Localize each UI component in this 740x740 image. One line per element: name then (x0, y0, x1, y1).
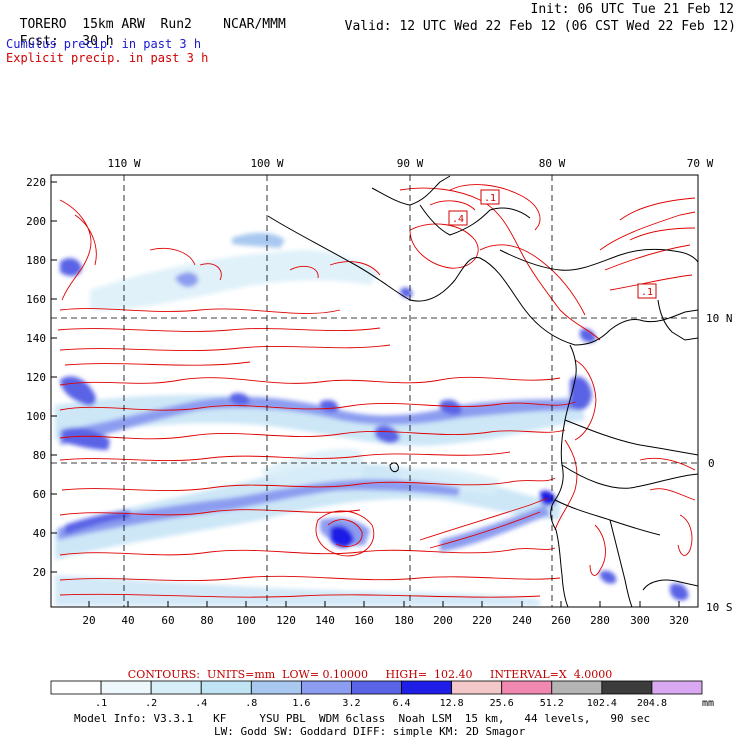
colorbar-label: .8 (245, 698, 257, 709)
x-tick-label: 100 (236, 614, 256, 627)
model-info-line1: Model Info: V3.3.1 KF YSU PBL WDM 6class… (74, 712, 651, 725)
colorbar-swatch (351, 680, 402, 695)
colorbar-label: 51.2 (540, 698, 564, 709)
map-frame (50, 174, 699, 608)
x-tick-label: 40 (121, 614, 134, 627)
colorbar-label: 102.4 (587, 698, 617, 709)
colorbar-label: 25.6 (490, 698, 514, 709)
run-label: Run2 (160, 17, 192, 32)
colorbar-swatch (150, 680, 202, 695)
lat-label: 10 S (706, 601, 733, 614)
y-tick-label: 20 (33, 566, 46, 579)
x-tick-label: 240 (512, 614, 532, 627)
colorbar-swatch (300, 680, 352, 695)
y-tick-label: 220 (26, 176, 46, 189)
x-tick-label: 80 (200, 614, 213, 627)
x-tick-label: 180 (394, 614, 414, 627)
x-tick-label: 260 (551, 614, 571, 627)
lon-label: 90 W (397, 157, 424, 170)
y-tick-label: 200 (26, 215, 46, 228)
x-tick-label: 160 (354, 614, 374, 627)
colorbar (50, 680, 703, 695)
colorbar-swatch (551, 680, 603, 695)
org-label: NCAR/MMM (223, 17, 286, 32)
max-label: .4 (452, 214, 464, 225)
colorbar-units: mm (702, 698, 714, 709)
coastlines (267, 175, 698, 607)
explicit-legend: Explicit precip. in past 3 h (6, 51, 209, 65)
x-tick-label: 140 (315, 614, 335, 627)
max-label-box: .4 (448, 210, 468, 226)
colorbar-swatch (250, 680, 302, 695)
colorbar-swatch (100, 680, 152, 695)
model-info-line2: LW: Godd SW: Goddard DIFF: simple KM: 2D… (214, 725, 526, 738)
colorbar-swatch (601, 680, 653, 695)
x-tick-label: 200 (433, 614, 453, 627)
colorbar-label: .1 (95, 698, 107, 709)
colorbar-label: 6.4 (393, 698, 411, 709)
colorbar-swatch (451, 680, 503, 695)
colorbar-label: .4 (195, 698, 207, 709)
y-axis (51, 181, 57, 573)
max-label: .1 (484, 193, 496, 204)
contours-info: CONTOURS: UNITS=mm LOW= 0.10000 HIGH= 10… (127, 668, 613, 681)
colorbar-label: 1.6 (292, 698, 310, 709)
max-label-box: .1 (637, 283, 657, 299)
x-axis (88, 601, 680, 607)
x-tick-label: 220 (472, 614, 492, 627)
fcst-label: Fcst: (19, 34, 59, 49)
explicit-precip-contours (57, 184, 696, 598)
y-tick-label: 160 (26, 293, 46, 306)
colorbar-label: .2 (145, 698, 157, 709)
lat-lon-grid (51, 175, 698, 607)
colorbar-swatch (200, 680, 252, 695)
lon-label: 100 W (250, 157, 283, 170)
max-label-box: .1 (480, 189, 500, 205)
colorbar-swatch (501, 680, 553, 695)
y-tick-label: 40 (33, 527, 46, 540)
colorbar-label: 204.8 (637, 698, 667, 709)
cumulus-legend: Cumulus precip. in past 3 h (6, 37, 202, 51)
colorbar-swatch (50, 680, 102, 695)
y-tick-label: 140 (26, 332, 46, 345)
y-tick-label: 80 (33, 449, 46, 462)
lat-label: 10 N (706, 312, 733, 325)
model-title: TORERO 15km ARW (19, 17, 145, 32)
cumulus-precip-shading (55, 232, 689, 606)
lon-label: 110 W (107, 157, 140, 170)
y-tick-label: 180 (26, 254, 46, 267)
valid-time: Valid: 12 UTC Wed 22 Feb 12 (06 CST Wed … (344, 19, 736, 34)
init-time: Init: 06 UTC Tue 21 Feb 12 (530, 2, 735, 17)
colorbar-label: 3.2 (342, 698, 360, 709)
y-tick-label: 60 (33, 488, 46, 501)
x-tick-label: 20 (82, 614, 95, 627)
lat-label: 0 (708, 457, 715, 470)
x-tick-label: 320 (669, 614, 689, 627)
colorbar-label: 12.8 (440, 698, 464, 709)
x-tick-label: 60 (161, 614, 174, 627)
lon-label: 80 W (539, 157, 566, 170)
x-tick-label: 120 (276, 614, 296, 627)
y-tick-label: 100 (26, 410, 46, 423)
lon-label: 70 W (687, 157, 714, 170)
x-tick-label: 300 (630, 614, 650, 627)
fcst-value: 30 h (82, 34, 114, 49)
colorbar-swatch (401, 680, 453, 695)
x-tick-label: 280 (590, 614, 610, 627)
max-label: .1 (641, 287, 653, 298)
colorbar-swatch (651, 680, 703, 695)
y-tick-label: 120 (26, 371, 46, 384)
